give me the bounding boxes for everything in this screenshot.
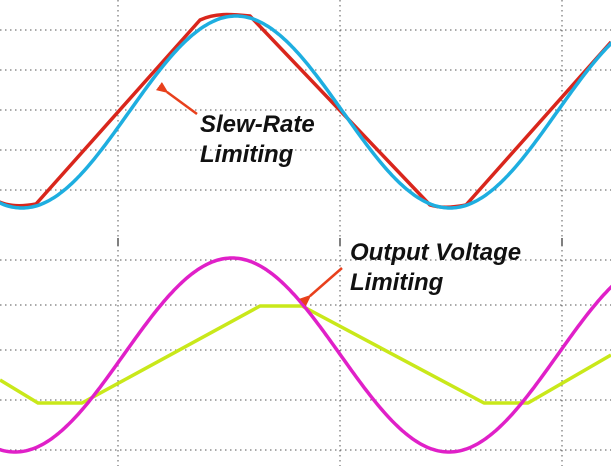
sine-input-trace-top bbox=[0, 14, 611, 210]
slew-rate-label-line1: Slew-Rate bbox=[200, 111, 315, 138]
sine-input-trace-bottom bbox=[0, 256, 611, 454]
slew-rate-label-line2: Limiting bbox=[200, 141, 294, 168]
output-voltage-label-line2: Limiting bbox=[350, 269, 444, 296]
voltage-arrow-icon bbox=[299, 267, 343, 307]
clipped-output-trace bbox=[0, 304, 611, 405]
slew-arrow-icon bbox=[155, 82, 198, 116]
output-voltage-label-line1: Output Voltage bbox=[350, 239, 521, 266]
output-voltage-label: Output Voltage Limiting bbox=[350, 239, 528, 296]
slew-rate-label: Slew-Rate Limiting bbox=[200, 111, 321, 168]
